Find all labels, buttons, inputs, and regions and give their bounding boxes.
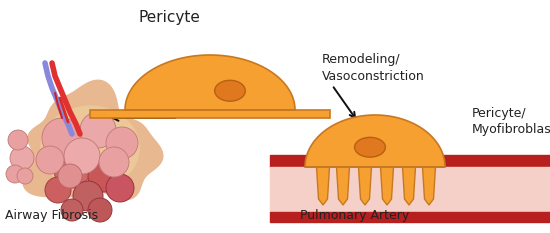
Circle shape [106,174,134,202]
Polygon shape [23,80,163,200]
Circle shape [73,181,103,211]
Circle shape [36,146,64,174]
Polygon shape [41,106,139,190]
Circle shape [45,177,71,203]
Circle shape [54,152,90,188]
Circle shape [10,146,34,170]
Circle shape [8,130,28,150]
Polygon shape [270,155,550,167]
Circle shape [6,165,24,183]
Circle shape [80,112,116,148]
Text: Inflammation: Inflammation [195,102,278,114]
Text: Pulmonary Artery: Pulmonary Artery [300,209,410,222]
Ellipse shape [214,80,245,101]
Polygon shape [270,167,550,212]
Text: Pericyte: Pericyte [138,10,200,25]
Polygon shape [305,115,445,167]
Circle shape [99,147,129,177]
Ellipse shape [355,137,386,157]
Polygon shape [422,167,436,205]
Circle shape [61,199,83,221]
Polygon shape [359,167,371,205]
Circle shape [88,160,120,192]
Polygon shape [316,167,329,205]
Circle shape [17,168,33,184]
Circle shape [58,164,82,188]
Text: Remodeling/
Vasoconstriction: Remodeling/ Vasoconstriction [322,54,425,82]
Polygon shape [90,55,330,118]
Polygon shape [270,212,550,222]
Circle shape [88,198,112,222]
Polygon shape [403,167,415,205]
Polygon shape [381,167,393,205]
Text: Airway Fibrosis: Airway Fibrosis [6,209,98,222]
Circle shape [64,138,100,174]
Text: Pericyte/
Myofibroblast: Pericyte/ Myofibroblast [472,107,550,137]
Polygon shape [337,167,349,205]
Circle shape [42,118,82,158]
Circle shape [106,127,138,159]
